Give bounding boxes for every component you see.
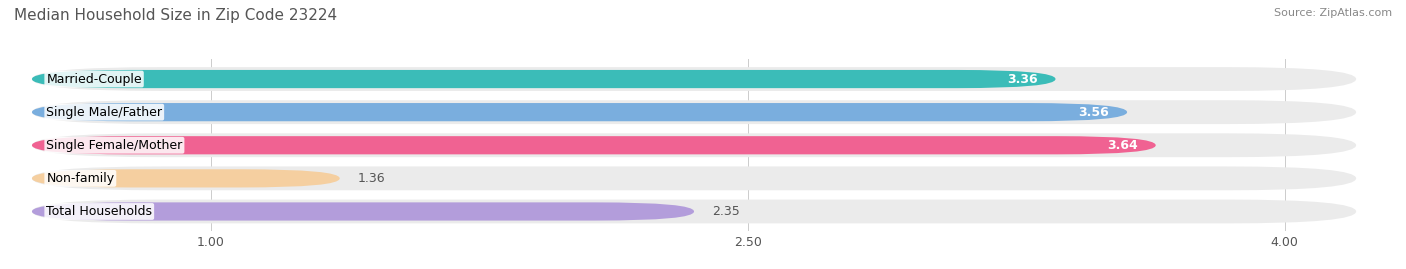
FancyBboxPatch shape	[32, 200, 1357, 223]
Text: Source: ZipAtlas.com: Source: ZipAtlas.com	[1274, 8, 1392, 18]
Text: Single Female/Mother: Single Female/Mother	[46, 139, 183, 152]
Text: Married-Couple: Married-Couple	[46, 73, 142, 86]
Text: Single Male/Father: Single Male/Father	[46, 106, 162, 119]
FancyBboxPatch shape	[32, 167, 1357, 190]
Text: 3.36: 3.36	[1007, 73, 1038, 86]
FancyBboxPatch shape	[32, 100, 1357, 124]
FancyBboxPatch shape	[32, 169, 340, 187]
FancyBboxPatch shape	[32, 133, 1357, 157]
Text: 3.64: 3.64	[1107, 139, 1137, 152]
FancyBboxPatch shape	[32, 67, 1357, 91]
FancyBboxPatch shape	[32, 70, 1056, 88]
FancyBboxPatch shape	[32, 103, 1128, 121]
Text: 2.35: 2.35	[711, 205, 740, 218]
Text: Non-family: Non-family	[46, 172, 114, 185]
Text: Total Households: Total Households	[46, 205, 152, 218]
Text: 3.56: 3.56	[1078, 106, 1109, 119]
FancyBboxPatch shape	[32, 202, 695, 221]
Text: Median Household Size in Zip Code 23224: Median Household Size in Zip Code 23224	[14, 8, 337, 23]
FancyBboxPatch shape	[32, 136, 1156, 154]
Text: 1.36: 1.36	[357, 172, 385, 185]
